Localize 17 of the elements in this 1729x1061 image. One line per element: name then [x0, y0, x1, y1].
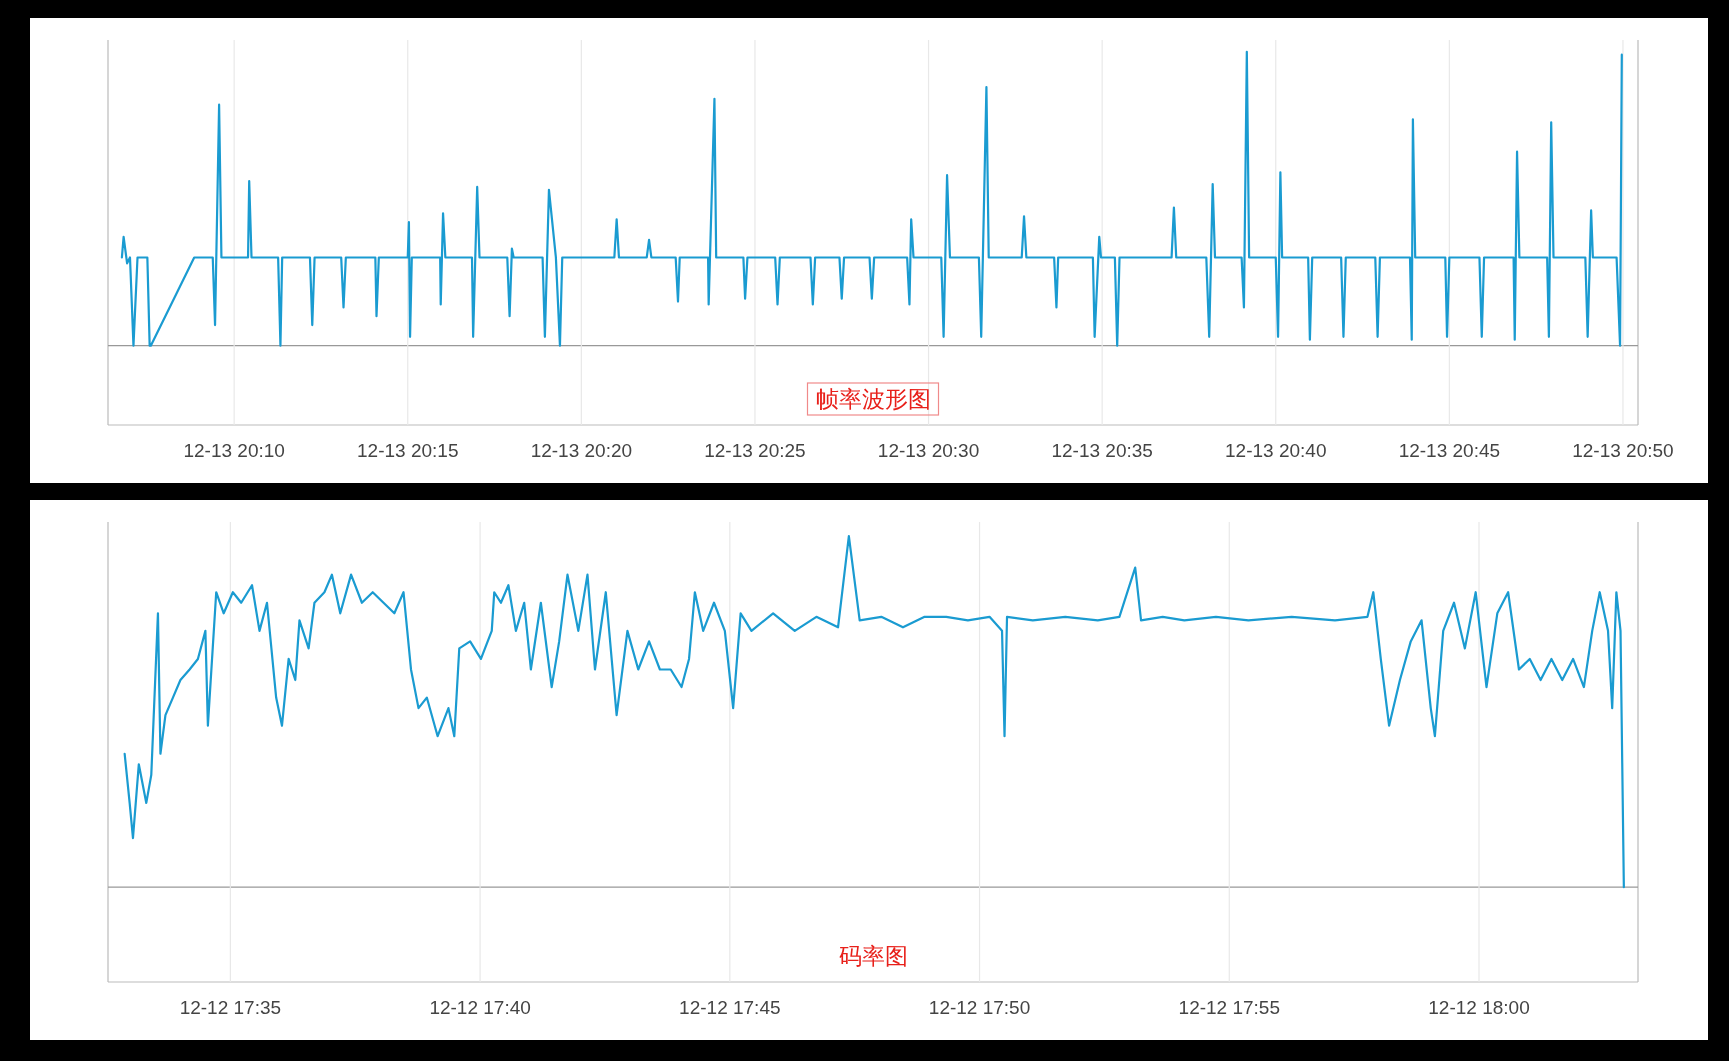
x-tick-label: 12-13 20:40 — [1225, 440, 1327, 461]
x-tick-label: 12-13 20:35 — [1051, 440, 1153, 461]
x-tick-label: 12-12 17:50 — [928, 997, 1031, 1018]
text: 帧率波形图 — [815, 386, 931, 412]
x-tick-label: 12-13 20:10 — [183, 440, 285, 461]
x-tick-label: 12-13 20:45 — [1398, 440, 1501, 461]
x-tick-label: 12-12 17:45 — [679, 997, 781, 1018]
x-tick-label: 12-12 17:35 — [179, 997, 282, 1018]
x-tick-label: 12-13 20:25 — [704, 440, 806, 461]
x-tick-label: 12-13 20:20 — [530, 440, 633, 461]
x-tick-label: 12-13 20:15 — [357, 440, 459, 461]
text: 码率图 — [838, 943, 908, 969]
x-tick-label: 12-13 20:30 — [877, 440, 980, 461]
x-tick-label: 12-12 18:00 — [1428, 997, 1530, 1018]
x-tick-label: 12-13 20:50 — [1572, 440, 1674, 461]
x-tick-label: 12-12 17:55 — [1178, 997, 1280, 1018]
x-tick-label: 12-12 17:40 — [429, 997, 531, 1018]
